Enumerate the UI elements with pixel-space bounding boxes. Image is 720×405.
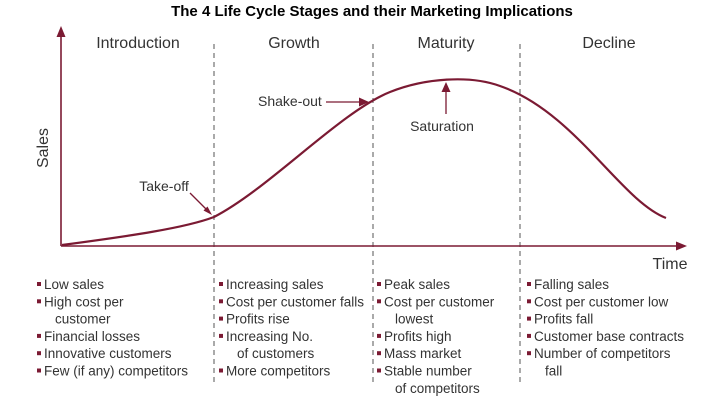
x-axis-label: Time	[653, 256, 688, 273]
bullet-item-text: Low sales	[44, 277, 104, 292]
bullet-marker	[219, 333, 223, 338]
stage-label-decline: Decline	[582, 35, 635, 52]
bullet-item-text: Profits fall	[534, 312, 593, 327]
bullet-item-text: Cost per customer	[384, 294, 495, 309]
bullet-item-text: Peak sales	[384, 277, 450, 292]
bullet-marker	[377, 368, 381, 373]
y-axis-label: Sales	[35, 128, 52, 168]
stage-label-introduction: Introduction	[96, 35, 180, 52]
bullet-marker	[377, 351, 381, 356]
bullet-marker	[527, 316, 531, 321]
take-off-pointer	[189, 192, 208, 211]
bullet-marker	[37, 351, 41, 356]
bullet-item-text: Few (if any) competitors	[44, 364, 188, 379]
bullet-item-text: lowest	[395, 312, 434, 327]
bullet-marker	[527, 282, 531, 286]
bullet-marker	[219, 316, 223, 321]
bullet-marker	[219, 299, 223, 304]
bullet-list-maturity: Peak sales Cost per customer lowest Profits…	[377, 277, 495, 396]
sales-curve	[61, 78, 667, 247]
bullet-marker	[219, 282, 223, 286]
bullet-item-text: of competitors	[395, 381, 480, 396]
bullet-item-text: Number of competitors	[534, 346, 671, 361]
bullet-item-text: of customers	[237, 346, 315, 361]
bullet-marker	[377, 299, 381, 304]
stage-bullet-lists: Low sales High cost per customer Financial …	[37, 277, 684, 396]
bullet-marker	[37, 368, 41, 373]
annotation-take-off: Take-off	[139, 178, 189, 194]
bullet-marker	[377, 282, 381, 286]
bullet-marker	[527, 299, 531, 304]
bullet-item-text: High cost per	[44, 294, 124, 309]
bullet-list-decline: Falling sales Cost per customer low Profit…	[527, 277, 684, 379]
bullet-list-introduction: Low sales High cost per customer Financial …	[37, 277, 188, 379]
stage-label-maturity: Maturity	[418, 35, 475, 52]
x-axis-arrowhead	[676, 241, 687, 251]
bullet-item-text: Cost per customer falls	[226, 294, 364, 309]
annotation-saturation: Saturation	[410, 118, 474, 134]
bullet-marker	[527, 351, 531, 356]
bullet-item-text: Increasing No.	[226, 329, 313, 344]
bullet-item-text: fall	[545, 364, 562, 379]
saturation-arrowhead	[441, 82, 451, 92]
bullet-item-text: Profits high	[384, 329, 452, 344]
shake-out-arrowhead	[359, 97, 369, 107]
bullet-item-text: Profits rise	[226, 312, 290, 327]
bullet-marker	[377, 333, 381, 338]
diagram-title: The 4 Life Cycle Stages and their Market…	[171, 3, 573, 20]
bullet-marker	[37, 299, 41, 304]
bullet-item-text: customer	[55, 312, 111, 327]
bullet-item-text: Innovative customers	[44, 346, 172, 361]
bullet-item-text: Increasing sales	[226, 277, 324, 292]
bullet-item-text: Cost per customer low	[534, 294, 669, 309]
bullet-marker	[37, 282, 41, 286]
bullet-item-text: Mass market	[384, 346, 462, 361]
bullet-item-text: More competitors	[226, 364, 331, 379]
bullet-item-text: Falling sales	[534, 277, 609, 292]
bullet-item-text: Financial losses	[44, 329, 140, 344]
stage-label-growth: Growth	[268, 35, 320, 52]
y-axis-arrowhead	[56, 26, 66, 37]
take-off-arrowhead	[203, 206, 212, 215]
bullet-item-text: Stable number	[384, 364, 472, 379]
bullet-item-text: Customer base contracts	[534, 329, 684, 344]
bullet-list-growth: Increasing sales Cost per customer falls P…	[219, 277, 364, 379]
annotation-shake-out: Shake-out	[258, 93, 322, 109]
bullet-marker	[219, 368, 223, 373]
bullet-marker	[37, 333, 41, 338]
bullet-marker	[527, 333, 531, 338]
